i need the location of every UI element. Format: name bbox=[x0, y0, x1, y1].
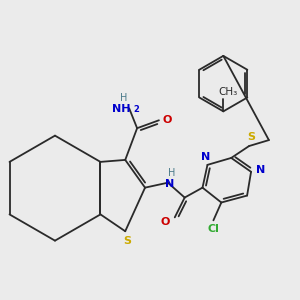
Text: Cl: Cl bbox=[208, 224, 219, 234]
Text: S: S bbox=[247, 132, 255, 142]
Text: O: O bbox=[160, 217, 170, 227]
Text: N: N bbox=[165, 179, 174, 189]
Text: 2: 2 bbox=[133, 105, 139, 114]
Text: N: N bbox=[201, 152, 210, 162]
Text: N: N bbox=[256, 165, 266, 175]
Text: CH₃: CH₃ bbox=[219, 86, 238, 97]
Text: H: H bbox=[120, 94, 127, 103]
Text: O: O bbox=[162, 115, 172, 125]
Text: NH: NH bbox=[112, 104, 130, 114]
Text: S: S bbox=[123, 236, 131, 246]
Text: H: H bbox=[168, 168, 176, 178]
